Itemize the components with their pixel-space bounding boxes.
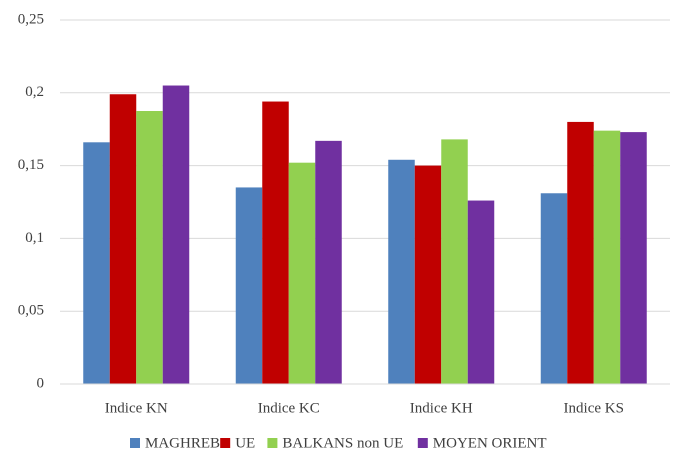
bar: [262, 101, 289, 384]
bar: [441, 139, 468, 384]
bar: [567, 121, 594, 385]
bar: [467, 200, 495, 384]
bar: [414, 165, 442, 384]
legend-label: BALKANS non UE: [282, 435, 403, 451]
bar: [620, 132, 647, 384]
x-tick-label: Indice KH: [410, 400, 473, 416]
legend-label: UE: [235, 435, 255, 451]
y-tick-label: 0,2: [25, 84, 44, 100]
x-tick-label: Indice KN: [105, 400, 168, 416]
bar: [593, 130, 621, 384]
bar: [540, 193, 568, 384]
bar: [109, 94, 137, 385]
y-tick-label: 0,15: [18, 157, 44, 173]
bar: [388, 159, 415, 384]
bar: [136, 111, 163, 384]
y-tick-label: 0,25: [18, 11, 44, 27]
x-tick-label: Indice KC: [258, 400, 320, 416]
legend-swatch: [220, 438, 231, 448]
legend-swatch: [267, 438, 278, 448]
bar: [83, 142, 110, 384]
legend-swatch: [130, 438, 140, 448]
bar: [235, 187, 263, 384]
bar: [288, 162, 316, 384]
legend-label: MOYEN ORIENT: [433, 435, 547, 451]
bar: [162, 85, 190, 385]
bar: [315, 140, 342, 384]
x-tick-label: Indice KS: [564, 400, 624, 416]
y-tick-label: 0,1: [25, 230, 44, 246]
y-tick-label: 0: [37, 375, 45, 391]
legend-label: MAGHREB: [145, 435, 220, 451]
y-tick-label: 0,05: [18, 303, 44, 319]
legend-swatch: [417, 438, 428, 448]
